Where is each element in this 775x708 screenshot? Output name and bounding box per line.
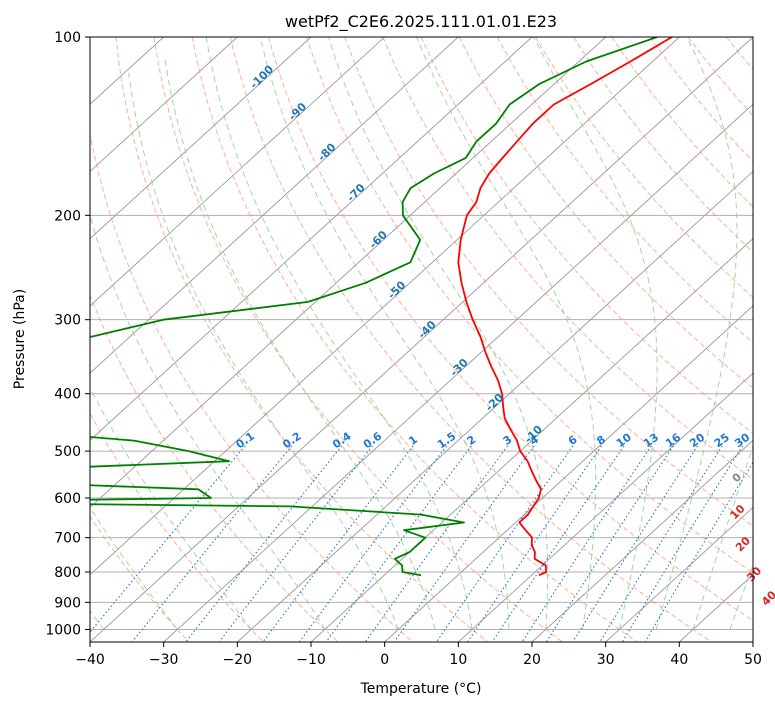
dry-adiabat-line	[573, 37, 753, 253]
x-tick-label: −20	[223, 652, 253, 668]
moist-adiabat-line	[163, 55, 436, 630]
background-lines	[90, 37, 753, 642]
mixing-ratio-line	[572, 445, 699, 642]
mixing-ratio-line	[545, 445, 674, 642]
moist-adiabat-line	[328, 37, 549, 630]
isotherm-line	[90, 37, 606, 509]
isotherm-line	[90, 37, 680, 576]
x-tick-label: 0	[380, 652, 389, 668]
dry-adiabat-line	[496, 37, 753, 344]
chart-title: wetPf2_C2E6.2025.111.01.01.E23	[285, 12, 557, 32]
isotherm-line	[605, 506, 753, 642]
moist-adiabat-line	[90, 213, 326, 630]
mixing-ratio-line	[491, 445, 625, 642]
moist-adiabat-line	[128, 73, 399, 630]
isotherm-line	[90, 37, 533, 441]
dry-adiabat-line	[382, 37, 753, 481]
dry-adiabat-line	[90, 293, 339, 642]
isotherm-line	[90, 37, 238, 173]
y-tick-label: 300	[54, 313, 81, 329]
x-tick-label: −10	[296, 652, 326, 668]
x-tick-label: 30	[597, 652, 615, 668]
mixing-ratio-line	[90, 445, 246, 633]
dry-adiabat-line	[344, 37, 753, 527]
dry-adiabat-line	[535, 37, 753, 298]
mixing-ratio-line	[218, 445, 373, 642]
moist-adiabat-line	[259, 37, 510, 630]
moist-adiabat-line	[692, 444, 753, 630]
mixing-ratio-line	[435, 445, 574, 642]
isotherm-line	[384, 305, 753, 642]
x-tick-label: 20	[523, 652, 541, 668]
plot-frame	[89, 36, 754, 643]
mixing-ratio-line	[298, 445, 448, 642]
x-axis-title: Temperature (°C)	[360, 681, 482, 697]
isotherm-line	[237, 170, 753, 642]
dry-adiabat-line	[306, 37, 753, 574]
dry-adiabat-line	[90, 412, 264, 642]
isotherm-line	[90, 37, 753, 642]
y-tick-label: 200	[54, 208, 81, 224]
mixing-ratio-line	[185, 445, 343, 642]
temperature-line	[457, 37, 673, 577]
sounding-series	[90, 37, 673, 577]
dry-adiabat-line	[90, 131, 414, 642]
moist-adiabat-line	[655, 37, 738, 630]
y-tick-label: 100	[54, 30, 81, 46]
x-tick-label: 40	[670, 652, 688, 668]
dry-adiabat-line	[191, 37, 638, 642]
dry-adiabat-line	[229, 37, 712, 642]
y-tick-label: 700	[54, 531, 81, 547]
dry-adiabat-line	[115, 37, 488, 642]
isotherm-line	[531, 439, 753, 642]
dry-adiabat-line	[458, 37, 753, 389]
moist-adiabat-line	[205, 37, 473, 630]
y-tick-label: 900	[54, 595, 81, 611]
isotherm-line	[458, 372, 753, 642]
isotherm-line	[163, 103, 753, 642]
mixing-ratio-line	[393, 445, 535, 642]
isotherm-line	[90, 37, 312, 240]
moist-adiabat-line	[533, 37, 658, 630]
y-tick-label: 1000	[45, 622, 81, 638]
mixing-ratio-line	[325, 445, 472, 642]
mixing-ratio-line	[364, 445, 509, 642]
moist-adiabat-line	[729, 563, 753, 630]
moist-adiabat-line	[90, 385, 252, 630]
dry-adiabat-line	[649, 37, 753, 163]
y-tick-label: 600	[54, 491, 81, 507]
dry-adiabat-line	[268, 37, 753, 622]
isotherm-line	[90, 37, 385, 307]
y-tick-label: 400	[54, 387, 81, 403]
x-tick-label: −40	[75, 652, 105, 668]
y-tick-label: 800	[54, 565, 81, 581]
axes: −40 −30 −20 −10 0 10 20 30 40 50 100 200 300 400 500 60…	[45, 30, 762, 668]
y-axis-title: Pressure (hPa)	[12, 289, 28, 389]
dewpoint-line	[90, 37, 658, 577]
mixing-ratio-line	[262, 445, 414, 642]
moist-adiabat-line	[416, 37, 597, 630]
x-tick-label: 10	[449, 652, 467, 668]
mixing-ratio-line	[599, 445, 723, 642]
dry-adiabat-line	[420, 37, 753, 434]
x-tick-label: −30	[149, 652, 179, 668]
y-tick-label: 500	[54, 444, 81, 460]
x-tick-label: 50	[744, 652, 762, 668]
isotherm-line	[90, 37, 459, 374]
